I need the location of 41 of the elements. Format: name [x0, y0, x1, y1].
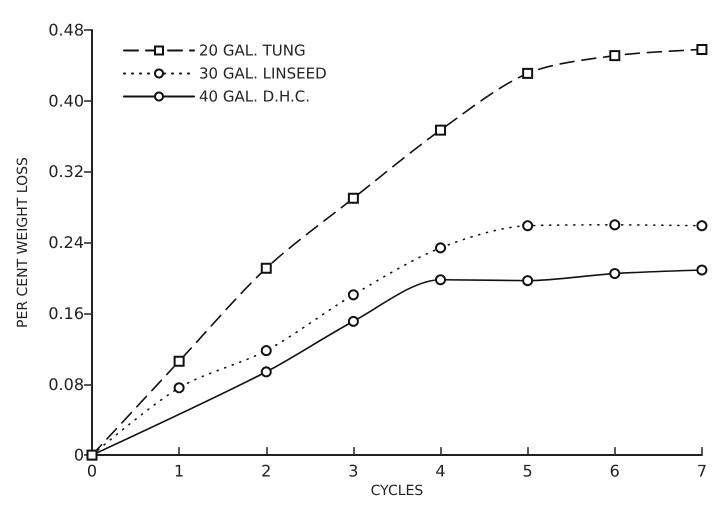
- x-tick-label: 4: [435, 462, 446, 481]
- point: [174, 356, 185, 367]
- point: [609, 50, 620, 62]
- legend-label: 20 GAL. TUNG: [199, 42, 306, 60]
- y-axis-title: PER CENT WEIGHT LOSS: [15, 157, 31, 328]
- x-tick-label: 5: [522, 462, 533, 481]
- y-tick-label: 0.16: [48, 304, 84, 323]
- legend-label: 40 GAL. D.H.C.: [199, 88, 310, 106]
- point: [696, 220, 708, 232]
- x-tick-label: 0: [86, 462, 98, 481]
- point: [260, 366, 272, 378]
- point: [348, 316, 359, 327]
- point: [522, 68, 534, 79]
- point: [348, 289, 359, 300]
- y-tick-label: 0.08: [48, 374, 84, 394]
- point: [609, 219, 620, 230]
- y-tick-label: 0.32: [48, 162, 84, 182]
- legend-label: 30 GAL. LINSEED: [199, 64, 327, 82]
- x-axis-title: CYCLES: [370, 483, 424, 499]
- point: [696, 44, 708, 55]
- point: [696, 264, 708, 276]
- point: [522, 220, 534, 232]
- point: [260, 345, 272, 356]
- y-tick-label: 0.40: [48, 91, 84, 110]
- x-tick-label: 3: [348, 462, 358, 481]
- point: [435, 124, 446, 136]
- point: [86, 450, 98, 461]
- point: [260, 262, 272, 274]
- point: [174, 382, 185, 394]
- x-tick-label: 6: [610, 462, 620, 481]
- x-tick-label: 7: [696, 462, 708, 481]
- y-tick-label: 0: [74, 446, 84, 465]
- point: [348, 192, 359, 204]
- point: [435, 274, 446, 286]
- x-tick-label: 1: [174, 462, 184, 481]
- point: [522, 275, 534, 286]
- x-tick-label: 2: [261, 462, 272, 481]
- y-tick-label: 0.48: [48, 20, 84, 40]
- y-tick-label: 0.24: [48, 233, 84, 252]
- point: [435, 242, 446, 254]
- point: [609, 268, 620, 280]
